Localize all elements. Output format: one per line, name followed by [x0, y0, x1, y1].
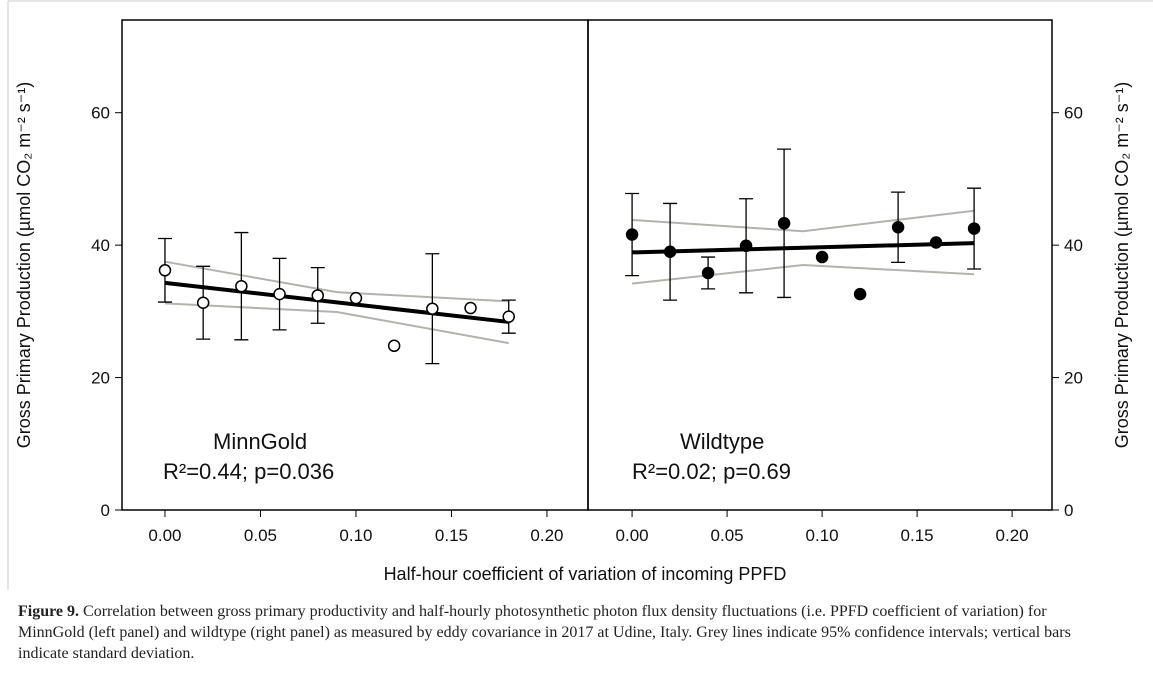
y-axis-label: Gross Primary Production (µmol CO₂ m⁻² s… — [14, 82, 34, 448]
annotation: R²=0.44; p=0.036 — [163, 459, 334, 484]
annotation: MinnGold — [213, 429, 307, 454]
y-tick-label: 20 — [1064, 369, 1083, 388]
point — [739, 239, 753, 253]
caption-text: Correlation between gross primary produc… — [18, 603, 1071, 662]
ci-line — [632, 209, 975, 233]
annotation: Wildtype — [680, 429, 764, 454]
point — [158, 264, 172, 277]
caption: Figure 9. Correlation between gross prim… — [18, 601, 1098, 664]
point — [387, 339, 401, 353]
point — [815, 250, 829, 264]
x-tick-label: 0.15 — [901, 526, 934, 545]
point — [625, 228, 639, 241]
x-axis-label: Half-hour coefficient of variation of in… — [384, 564, 787, 584]
x-tick-label: 0.05 — [244, 526, 277, 545]
point — [464, 301, 477, 315]
x-tick-label: 0.20 — [996, 526, 1029, 545]
x-tick-label: 0.10 — [806, 526, 839, 545]
point — [273, 287, 286, 301]
y-tick-label: 20 — [91, 369, 110, 388]
point — [929, 236, 943, 249]
x-tick-label: 0.05 — [711, 526, 744, 545]
point — [235, 279, 248, 293]
y-tick-label: 0 — [101, 501, 110, 520]
annotation: R²=0.02; p=0.69 — [632, 459, 791, 484]
x-tick-label: 0.00 — [616, 526, 649, 545]
point — [502, 310, 515, 323]
y-tick-label: 40 — [91, 236, 110, 255]
ci-line — [164, 260, 509, 303]
point — [777, 217, 791, 230]
fit-line — [632, 241, 975, 255]
point — [196, 296, 210, 309]
ci-line — [164, 302, 509, 345]
point — [663, 245, 677, 259]
point — [426, 302, 439, 315]
x-tick-label: 0.10 — [339, 526, 372, 545]
chart: Half-hour coefficient of variation of in… — [7, 0, 1153, 590]
caption-label: Figure 9. — [18, 603, 80, 620]
point — [967, 222, 981, 235]
x-tick-label: 0.15 — [435, 526, 468, 545]
ci-line — [631, 263, 975, 285]
point — [891, 221, 905, 234]
point — [311, 289, 325, 302]
y-tick-label: 60 — [91, 104, 110, 123]
point — [349, 291, 363, 305]
x-tick-label: 0.20 — [530, 526, 563, 545]
y-axis-label: Gross Primary Production (µmol CO₂ m⁻² s… — [1112, 82, 1132, 448]
fit-line — [164, 280, 509, 324]
plot-frame — [587, 19, 1053, 511]
point — [853, 287, 867, 301]
point — [701, 266, 715, 280]
y-tick-label: 40 — [1064, 236, 1083, 255]
y-tick-label: 0 — [1064, 501, 1073, 520]
plot-frame — [121, 19, 589, 511]
x-tick-label: 0.00 — [148, 526, 181, 545]
y-tick-label: 60 — [1064, 104, 1083, 123]
